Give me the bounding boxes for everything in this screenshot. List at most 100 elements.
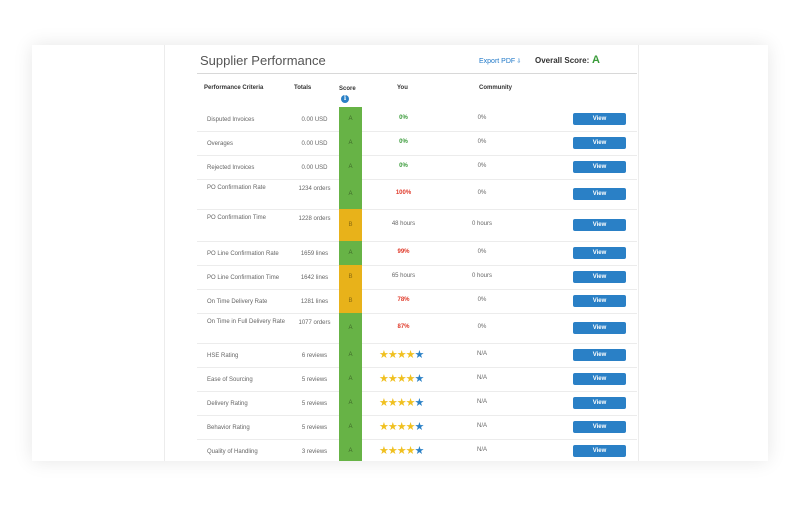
criteria-label: PO Confirmation Time bbox=[207, 215, 267, 221]
star-icon: ★ bbox=[379, 445, 389, 457]
view-button[interactable]: View bbox=[573, 113, 626, 125]
you-value: 0% bbox=[399, 115, 408, 121]
table-row: Rejected Invoices 0.00 USD A 0% 0% View bbox=[197, 155, 637, 180]
community-value: 0% bbox=[477, 139, 487, 145]
star-rating: ★★★★★ bbox=[379, 348, 449, 361]
star-icon: ★ bbox=[414, 373, 425, 385]
page-title: Supplier Performance bbox=[200, 53, 326, 68]
performance-panel: Supplier Performance Export PDF⇩ Overall… bbox=[197, 45, 637, 461]
view-button[interactable]: View bbox=[573, 161, 626, 173]
community-value: 0% bbox=[477, 115, 487, 121]
score-badge: B bbox=[339, 289, 362, 313]
view-button[interactable]: View bbox=[573, 137, 626, 149]
star-icon: ★ bbox=[379, 421, 389, 433]
export-pdf-link[interactable]: Export PDF⇩ bbox=[479, 58, 521, 65]
totals-value: 1228 orders bbox=[298, 216, 331, 222]
view-button[interactable]: View bbox=[573, 349, 626, 361]
star-icon: ★ bbox=[387, 445, 398, 457]
star-icon: ★ bbox=[379, 397, 389, 409]
criteria-label: Overages bbox=[207, 141, 234, 147]
overall-score-value: A bbox=[592, 54, 600, 66]
you-value: 0% bbox=[399, 163, 408, 169]
criteria-label: PO Line Confirmation Rate bbox=[207, 251, 279, 257]
totals-value: 0.00 USD bbox=[301, 165, 328, 171]
star-icon: ★ bbox=[396, 349, 407, 361]
totals-value: 5 reviews bbox=[301, 377, 328, 383]
right-divider bbox=[638, 45, 639, 461]
view-button[interactable]: View bbox=[573, 247, 626, 259]
totals-value: 1659 lines bbox=[300, 251, 329, 257]
criteria-label: Delivery Rating bbox=[207, 401, 248, 407]
criteria-label: Quality of Handling bbox=[207, 449, 258, 455]
star-icon: ★ bbox=[405, 445, 416, 457]
star-icon: ★ bbox=[414, 421, 425, 433]
table-row: Behavior Rating 5 reviews A ★★★★★ N/A View bbox=[197, 415, 637, 440]
score-badge: A bbox=[339, 313, 362, 343]
score-badge: A bbox=[339, 367, 362, 391]
community-value: 0 hours bbox=[471, 221, 492, 227]
supplier-performance-card: Supplier Performance Export PDF⇩ Overall… bbox=[32, 45, 768, 461]
community-value: N/A bbox=[476, 399, 487, 405]
score-badge: A bbox=[339, 179, 362, 209]
view-button[interactable]: View bbox=[573, 373, 626, 385]
star-icon: ★ bbox=[379, 373, 389, 385]
table-row: PO Confirmation Rate 1234 orders A 100% 0% Vi… bbox=[197, 179, 637, 210]
community-value: 0% bbox=[477, 190, 487, 196]
totals-value: 0.00 USD bbox=[301, 141, 328, 147]
view-button[interactable]: View bbox=[573, 322, 626, 334]
table-row: Overages 0.00 USD A 0% 0% View bbox=[197, 131, 637, 156]
totals-value: 5 reviews bbox=[301, 425, 328, 431]
you-value: 65 hours bbox=[391, 273, 416, 279]
community-value: N/A bbox=[476, 423, 487, 429]
star-icon: ★ bbox=[387, 421, 398, 433]
column-header-score: Score bbox=[339, 86, 356, 92]
criteria-label: HSE Rating bbox=[207, 353, 239, 359]
score-badge: A bbox=[339, 343, 362, 367]
totals-value: 3 reviews bbox=[301, 449, 328, 455]
totals-value: 0.00 USD bbox=[301, 117, 328, 123]
community-value: 0% bbox=[477, 249, 487, 255]
community-value: 0% bbox=[477, 324, 487, 330]
view-button[interactable]: View bbox=[573, 421, 626, 433]
star-rating: ★★★★★ bbox=[379, 396, 449, 409]
column-header-you: You bbox=[397, 85, 408, 91]
score-badge: B bbox=[339, 209, 362, 241]
star-icon: ★ bbox=[396, 397, 407, 409]
view-button[interactable]: View bbox=[573, 219, 626, 231]
you-value: 87% bbox=[397, 324, 410, 330]
download-icon: ⇩ bbox=[516, 59, 522, 65]
totals-value: 1281 lines bbox=[300, 299, 329, 305]
star-icon: ★ bbox=[414, 445, 425, 457]
score-badge: A bbox=[339, 131, 362, 155]
view-button[interactable]: View bbox=[573, 397, 626, 409]
star-rating: ★★★★★ bbox=[379, 444, 449, 457]
star-icon: ★ bbox=[405, 349, 416, 361]
table-row: PO Line Confirmation Rate 1659 lines A 99% 0… bbox=[197, 241, 637, 266]
criteria-label: Behavior Rating bbox=[207, 425, 250, 431]
score-badge: A bbox=[339, 391, 362, 415]
you-value: 78% bbox=[397, 297, 410, 303]
you-value: 48 hours bbox=[391, 221, 416, 227]
totals-value: 1234 orders bbox=[298, 186, 331, 192]
score-badge: A bbox=[339, 155, 362, 179]
score-badge: A bbox=[339, 241, 362, 265]
view-button[interactable]: View bbox=[573, 271, 626, 283]
criteria-label: On Time in Full Delivery Rate bbox=[207, 319, 286, 325]
score-badge: A bbox=[339, 439, 362, 461]
table-row: PO Line Confirmation Time 1642 lines B 65 h… bbox=[197, 265, 637, 290]
column-header-community: Community bbox=[479, 85, 512, 91]
you-value: 0% bbox=[399, 139, 408, 145]
criteria-label: Rejected Invoices bbox=[207, 165, 255, 171]
info-icon[interactable]: i bbox=[341, 95, 349, 103]
view-button[interactable]: View bbox=[573, 445, 626, 457]
column-header-totals: Totals bbox=[294, 85, 312, 91]
view-button[interactable]: View bbox=[573, 188, 626, 200]
criteria-label: PO Line Confirmation Time bbox=[207, 275, 280, 281]
table-row: Delivery Rating 5 reviews A ★★★★★ N/A View bbox=[197, 391, 637, 416]
view-button[interactable]: View bbox=[573, 295, 626, 307]
left-divider bbox=[164, 45, 165, 461]
you-value: 100% bbox=[395, 190, 412, 196]
star-icon: ★ bbox=[405, 373, 416, 385]
community-value: N/A bbox=[476, 375, 487, 381]
score-badge: A bbox=[339, 415, 362, 439]
